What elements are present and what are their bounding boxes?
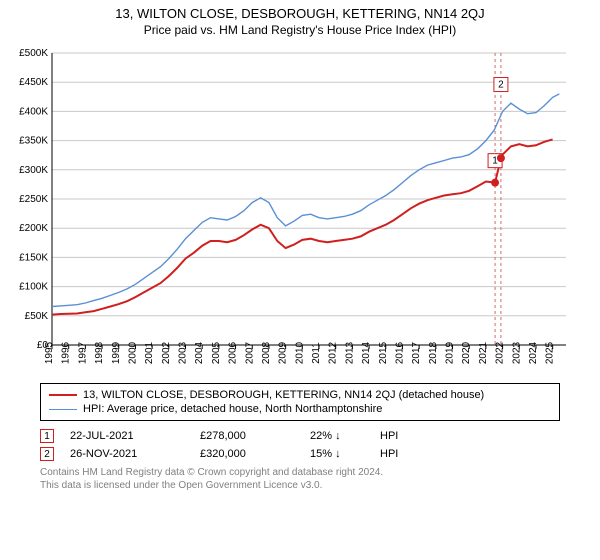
- y-tick-label: £50K: [25, 311, 49, 322]
- points-price: £320,000: [200, 448, 310, 460]
- points-row: 2 26-NOV-2021£320,00015% ↓HPI: [40, 445, 560, 463]
- y-tick-label: £200K: [19, 223, 48, 234]
- sale-badge-num: 2: [498, 80, 504, 91]
- license-text: Contains HM Land Registry data © Crown c…: [40, 467, 560, 492]
- chart-area: £0£50K£100K£150K£200K£250K£300K£350K£400…: [10, 47, 590, 377]
- legend-label: HPI: Average price, detached house, Nort…: [83, 403, 382, 415]
- legend-row: 13, WILTON CLOSE, DESBOROUGH, KETTERING,…: [49, 388, 551, 402]
- legend-box: 13, WILTON CLOSE, DESBOROUGH, KETTERING,…: [40, 383, 560, 421]
- sale-marker: [497, 154, 505, 162]
- chart-title: 13, WILTON CLOSE, DESBOROUGH, KETTERING,…: [0, 6, 600, 21]
- points-pct: 15% ↓: [310, 448, 380, 460]
- points-date: 22-JUL-2021: [70, 430, 200, 442]
- title-block: 13, WILTON CLOSE, DESBOROUGH, KETTERING,…: [0, 0, 600, 39]
- y-tick-label: £150K: [19, 252, 48, 263]
- legend-label: 13, WILTON CLOSE, DESBOROUGH, KETTERING,…: [83, 389, 484, 401]
- y-tick-label: £100K: [19, 282, 48, 293]
- license-line-1: Contains HM Land Registry data © Crown c…: [40, 467, 560, 480]
- chart-subtitle: Price paid vs. HM Land Registry's House …: [0, 23, 600, 37]
- legend-swatch: [49, 394, 77, 396]
- points-vs: HPI: [380, 430, 460, 442]
- sale-points-table: 1 22-JUL-2021£278,00022% ↓HPI 2 26-NOV-2021…: [40, 427, 560, 463]
- points-date: 26-NOV-2021: [70, 448, 200, 460]
- sale-marker: [491, 179, 499, 187]
- chart-svg: £0£50K£100K£150K£200K£250K£300K£350K£400…: [10, 47, 570, 377]
- points-badge: 2: [40, 447, 54, 461]
- points-price: £278,000: [200, 430, 310, 442]
- y-tick-label: £450K: [19, 77, 48, 88]
- legend-row: HPI: Average price, detached house, Nort…: [49, 402, 551, 416]
- points-pct: 22% ↓: [310, 430, 380, 442]
- y-tick-label: £250K: [19, 194, 48, 205]
- y-tick-label: £400K: [19, 106, 48, 117]
- y-tick-label: £350K: [19, 136, 48, 147]
- points-vs: HPI: [380, 448, 460, 460]
- legend-swatch: [49, 409, 77, 410]
- y-tick-label: £500K: [19, 48, 48, 59]
- points-row: 1 22-JUL-2021£278,00022% ↓HPI: [40, 427, 560, 445]
- license-line-2: This data is licensed under the Open Gov…: [40, 480, 560, 493]
- y-tick-label: £300K: [19, 165, 48, 176]
- points-badge: 1: [40, 429, 54, 443]
